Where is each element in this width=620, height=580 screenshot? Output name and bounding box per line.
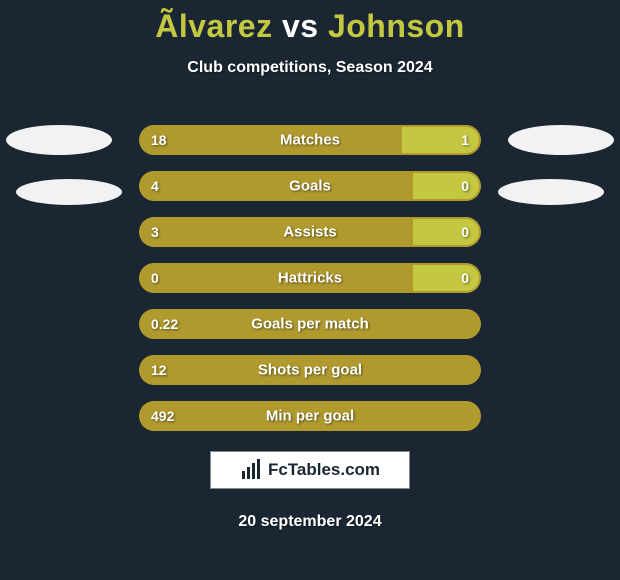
stat-value-left: 18 <box>151 132 167 148</box>
bar-chart-icon <box>240 459 262 481</box>
player1-avatar <box>6 125 112 155</box>
stat-label: Min per goal <box>266 408 354 425</box>
stat-label: Hattricks <box>278 270 342 287</box>
vs-text: vs <box>282 8 319 44</box>
stat-value-left: 492 <box>151 408 174 424</box>
stat-row-shots-per-goal: 12 Shots per goal <box>139 355 481 385</box>
bar-left <box>139 263 413 293</box>
player2-avatar-shadow <box>498 179 604 205</box>
stat-value-right: 0 <box>461 178 469 194</box>
stat-value-right: 0 <box>461 270 469 286</box>
stat-value-right: 1 <box>461 132 469 148</box>
stat-row-assists: 3 Assists 0 <box>139 217 481 247</box>
player2-name: Johnson <box>328 8 465 44</box>
stat-row-matches: 18 Matches 1 <box>139 125 481 155</box>
stat-value-left: 4 <box>151 178 159 194</box>
stat-value-left: 3 <box>151 224 159 240</box>
bar-left <box>139 171 413 201</box>
stat-label: Shots per goal <box>258 362 362 379</box>
stat-value-right: 0 <box>461 224 469 240</box>
comparison-infographic: Ãlvarez vs Johnson Club competitions, Se… <box>0 0 620 531</box>
player1-avatar-shadow <box>16 179 122 205</box>
stat-row-hattricks: 0 Hattricks 0 <box>139 263 481 293</box>
bar-right <box>413 263 481 293</box>
stat-value-left: 0 <box>151 270 159 286</box>
page-title: Ãlvarez vs Johnson <box>0 8 620 45</box>
stat-value-left: 0.22 <box>151 316 178 332</box>
date: 20 september 2024 <box>0 513 620 531</box>
bar-right <box>413 171 481 201</box>
subtitle: Club competitions, Season 2024 <box>0 59 620 77</box>
player1-name: Ãlvarez <box>155 8 272 44</box>
stat-row-min-per-goal: 492 Min per goal <box>139 401 481 431</box>
stat-rows: 18 Matches 1 4 Goals 0 3 Assists 0 <box>139 125 481 431</box>
bar-left <box>139 217 413 247</box>
stat-row-goals-per-match: 0.22 Goals per match <box>139 309 481 339</box>
player2-avatar <box>508 125 614 155</box>
stats-block: 18 Matches 1 4 Goals 0 3 Assists 0 <box>0 125 620 431</box>
stat-row-goals: 4 Goals 0 <box>139 171 481 201</box>
stat-label: Goals per match <box>251 316 369 333</box>
logo-box: FcTables.com <box>210 451 410 489</box>
stat-label: Matches <box>280 132 340 149</box>
stat-label: Assists <box>283 224 336 241</box>
stat-label: Goals <box>289 178 331 195</box>
bar-left <box>139 125 402 155</box>
bar-right <box>413 217 481 247</box>
stat-value-left: 12 <box>151 362 167 378</box>
logo-text: FcTables.com <box>268 460 380 480</box>
